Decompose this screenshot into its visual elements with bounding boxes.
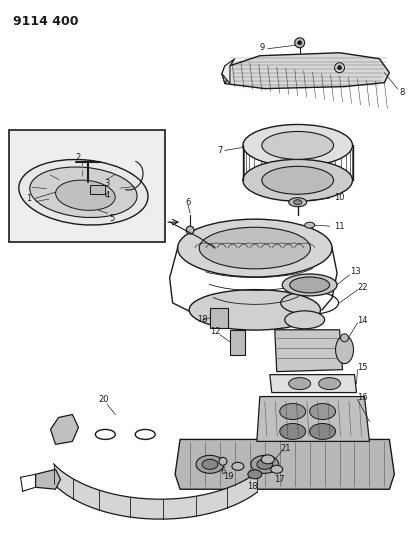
Text: 9: 9 — [259, 43, 264, 52]
Ellipse shape — [202, 459, 218, 470]
Ellipse shape — [189, 289, 321, 330]
Text: 7: 7 — [217, 146, 223, 155]
Circle shape — [186, 226, 194, 234]
Polygon shape — [222, 66, 228, 84]
Text: 11: 11 — [334, 222, 345, 231]
Ellipse shape — [289, 198, 307, 207]
Polygon shape — [175, 439, 395, 489]
Polygon shape — [222, 59, 235, 84]
Text: 14: 14 — [357, 316, 368, 325]
Ellipse shape — [309, 423, 335, 439]
Ellipse shape — [319, 377, 341, 390]
Ellipse shape — [309, 403, 335, 419]
Text: 8: 8 — [399, 88, 405, 97]
Circle shape — [219, 457, 227, 465]
Ellipse shape — [289, 377, 311, 390]
Text: 16: 16 — [357, 393, 368, 402]
Text: 20: 20 — [98, 395, 109, 404]
Text: 18: 18 — [247, 482, 258, 491]
Ellipse shape — [251, 455, 279, 473]
Text: 22: 22 — [357, 284, 368, 293]
Text: 17: 17 — [275, 475, 285, 484]
Ellipse shape — [232, 462, 244, 470]
Polygon shape — [51, 415, 79, 445]
Bar — [210, 308, 228, 328]
Ellipse shape — [305, 222, 315, 228]
Text: 13: 13 — [350, 268, 361, 277]
Polygon shape — [90, 185, 105, 194]
Ellipse shape — [285, 311, 325, 329]
Text: 6: 6 — [220, 467, 226, 476]
Polygon shape — [257, 397, 369, 441]
Text: 4: 4 — [105, 191, 110, 200]
Ellipse shape — [280, 423, 306, 439]
Text: 2: 2 — [76, 153, 81, 162]
Polygon shape — [222, 53, 389, 88]
Ellipse shape — [243, 125, 353, 166]
Ellipse shape — [262, 166, 334, 194]
Polygon shape — [270, 375, 356, 393]
Bar — [9, 131, 165, 242]
Ellipse shape — [178, 219, 332, 277]
Ellipse shape — [262, 132, 334, 159]
Ellipse shape — [199, 227, 310, 269]
Ellipse shape — [243, 159, 353, 201]
Text: 9114 400: 9114 400 — [13, 15, 78, 28]
Circle shape — [337, 66, 342, 70]
Ellipse shape — [19, 159, 148, 225]
Text: 10: 10 — [334, 193, 345, 201]
Text: 21: 21 — [280, 444, 291, 453]
Ellipse shape — [30, 167, 137, 217]
Circle shape — [295, 38, 305, 48]
Text: 6: 6 — [185, 198, 191, 207]
Ellipse shape — [196, 455, 224, 473]
Polygon shape — [36, 470, 60, 489]
Ellipse shape — [335, 336, 353, 364]
Polygon shape — [275, 330, 342, 372]
Ellipse shape — [257, 459, 273, 470]
Ellipse shape — [280, 403, 306, 419]
Text: 5: 5 — [110, 214, 115, 223]
Text: 19: 19 — [223, 472, 233, 481]
Polygon shape — [53, 464, 257, 519]
Ellipse shape — [261, 455, 274, 464]
Text: 15: 15 — [357, 363, 368, 372]
Ellipse shape — [55, 180, 115, 211]
Text: 18: 18 — [197, 316, 207, 324]
Circle shape — [298, 41, 302, 45]
Bar — [230, 330, 245, 354]
Ellipse shape — [271, 465, 283, 473]
Ellipse shape — [282, 274, 337, 296]
Ellipse shape — [248, 470, 262, 479]
Text: 12: 12 — [210, 327, 220, 336]
Circle shape — [341, 334, 349, 342]
Text: 1: 1 — [26, 193, 31, 203]
Text: 3: 3 — [105, 179, 110, 188]
Ellipse shape — [290, 277, 330, 293]
Ellipse shape — [294, 200, 302, 205]
